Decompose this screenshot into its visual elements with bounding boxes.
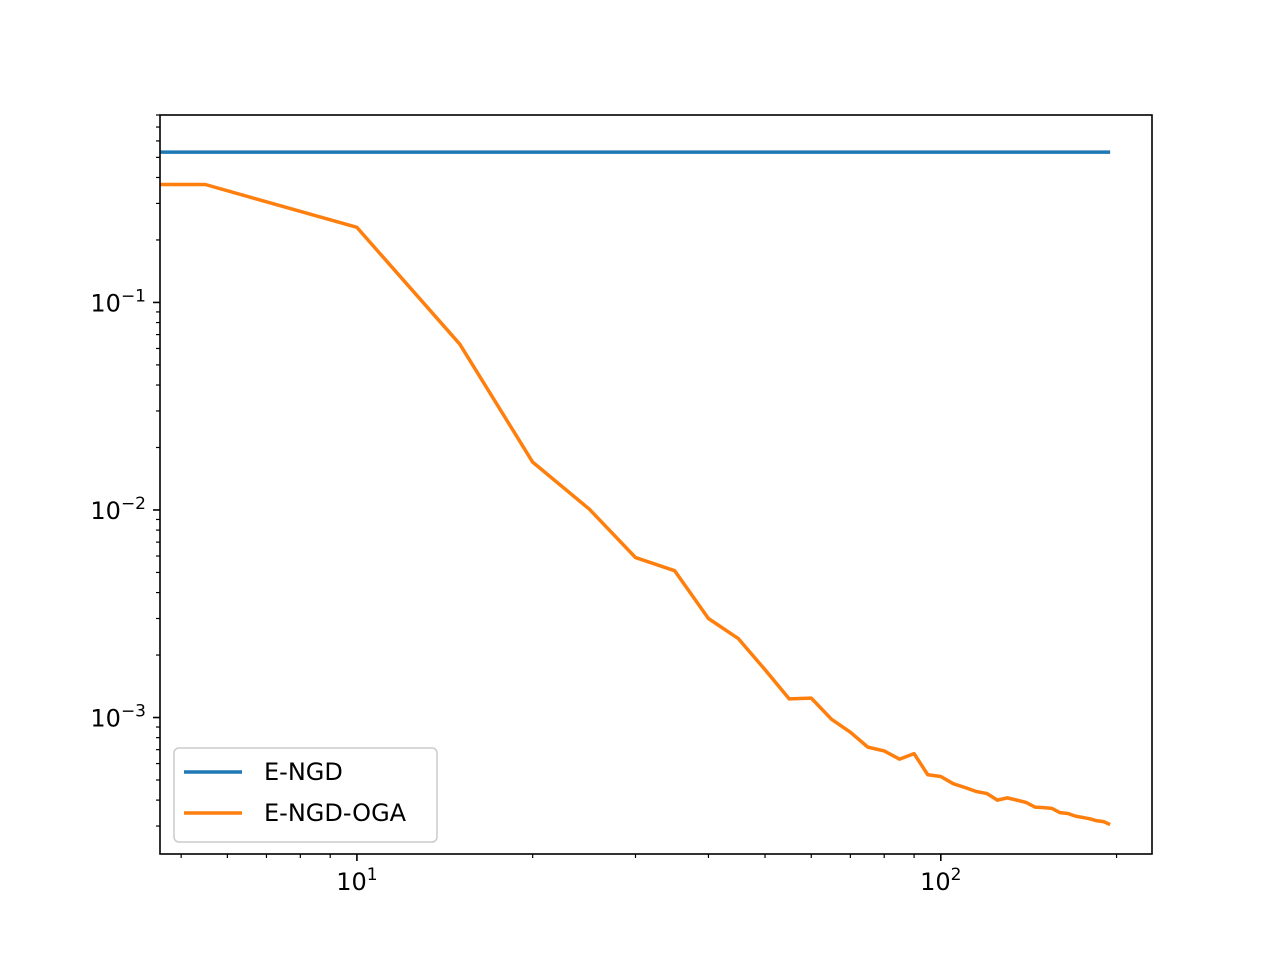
y-tick-label: 10−1 — [90, 286, 146, 317]
legend-label: E-NGD — [264, 758, 343, 786]
plot-area — [159, 114, 1153, 855]
y-tick-label: 10−3 — [90, 702, 146, 733]
x-tick-label: 101 — [336, 865, 377, 896]
legend: E-NGD E-NGD-OGA — [173, 747, 438, 843]
legend-label: E-NGD-OGA — [264, 799, 407, 827]
y-tick-label: 10−2 — [90, 494, 146, 525]
series-line-e-ngd-oga — [160, 182, 1111, 827]
y-axis: 10−1 10−2 10−3 — [90, 114, 160, 827]
axes-frame — [159, 114, 1153, 855]
x-tick-label: 102 — [920, 865, 961, 896]
x-axis: 101 102 — [180, 854, 1118, 896]
